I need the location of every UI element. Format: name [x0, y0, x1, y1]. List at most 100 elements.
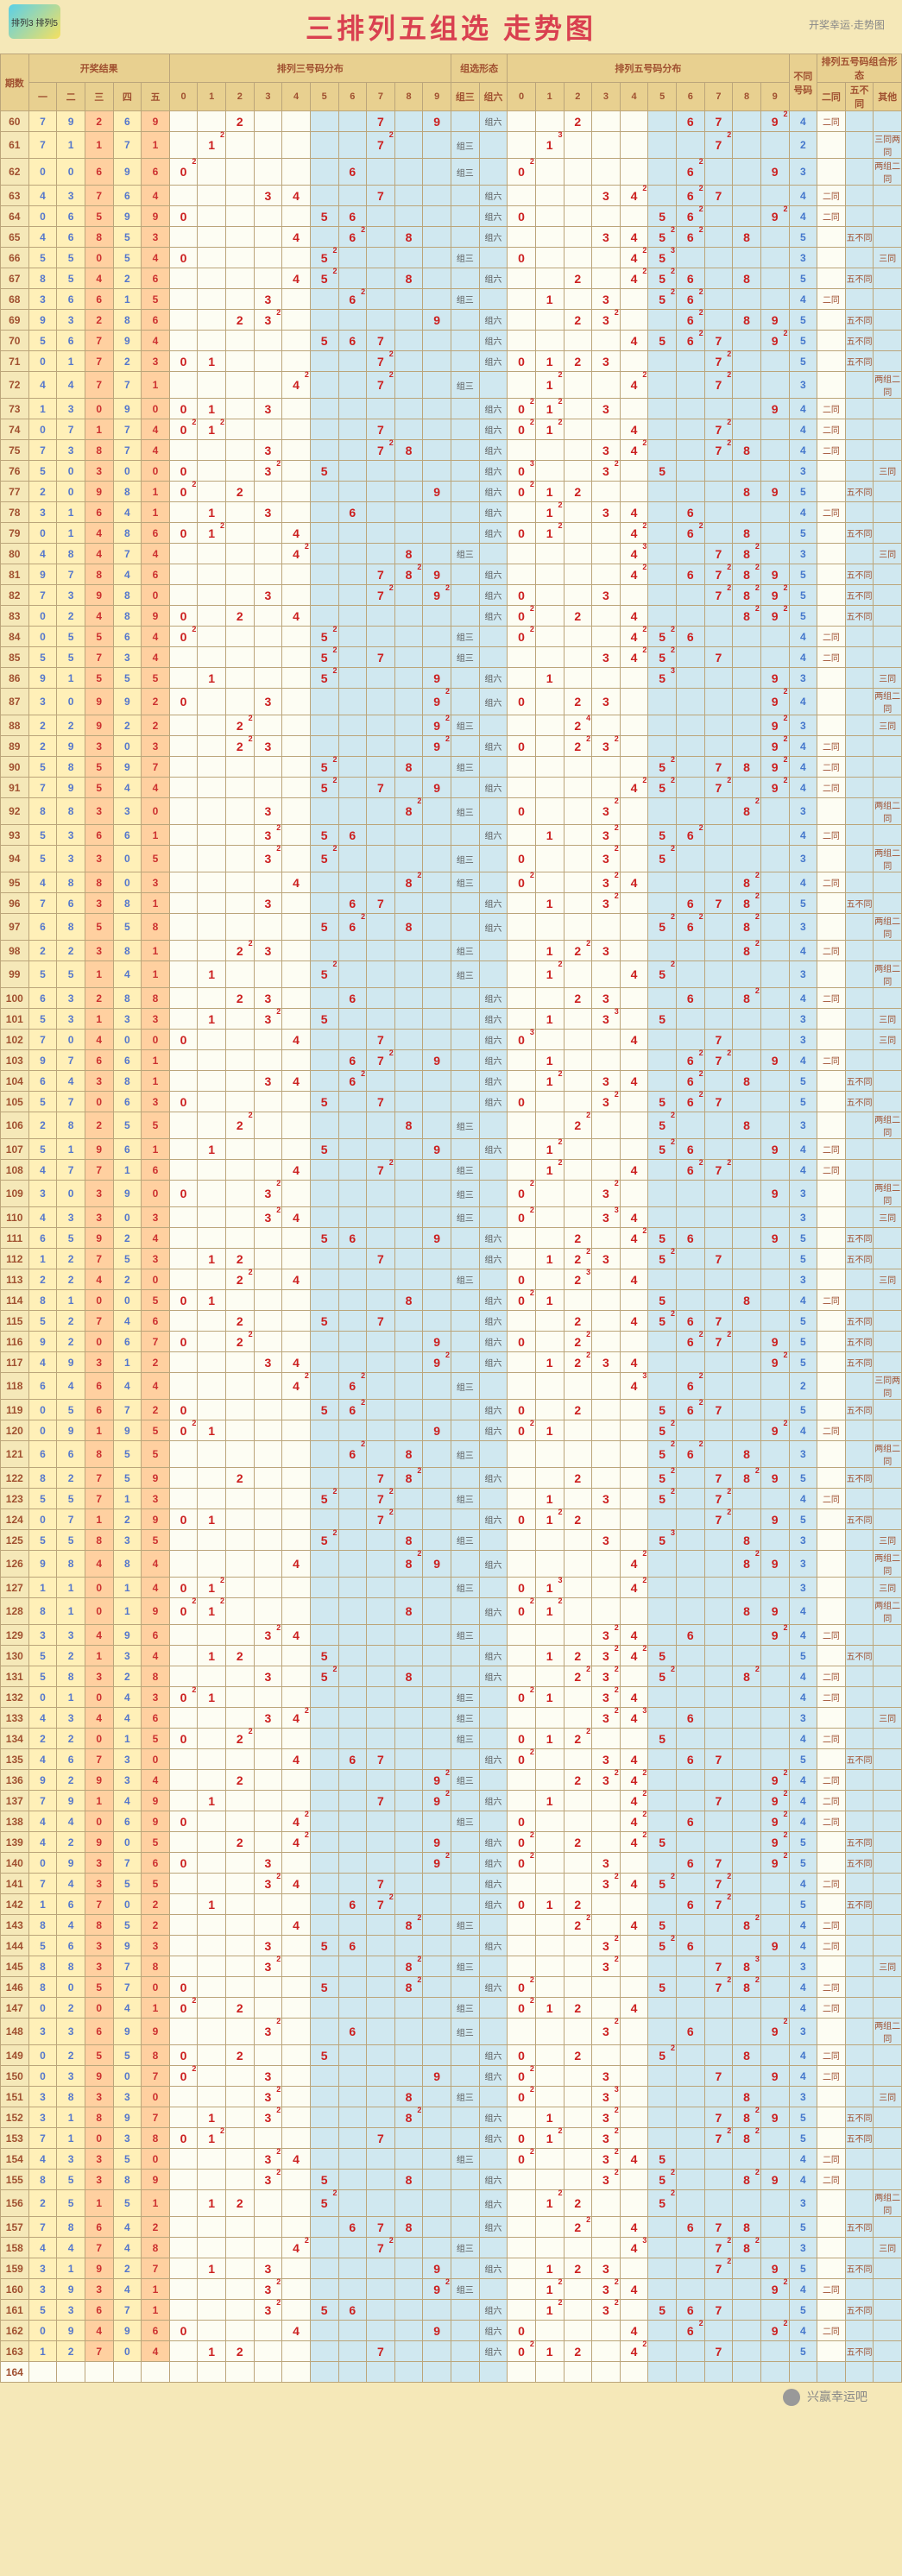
dist-cell: [226, 778, 255, 798]
distinct-count-cell: 5: [789, 482, 817, 502]
dist-cell: [733, 2149, 761, 2170]
dist-cell: [198, 2321, 226, 2341]
same-cell: 二同: [817, 206, 846, 227]
dist-cell: 83: [733, 1956, 761, 1977]
dist-cell: 52: [648, 647, 677, 668]
dist-cell: [169, 227, 198, 248]
dist-cell: [508, 1373, 536, 1400]
same-cell: [874, 482, 902, 502]
result-cell: 4: [28, 1708, 57, 1729]
empty-cell: [338, 2362, 367, 2383]
dist-cell: [310, 893, 338, 914]
same-cell: 三同: [874, 2087, 902, 2107]
dist-cell: [733, 461, 761, 482]
dist-cell: 92: [760, 1791, 789, 1811]
dist-cell: 72: [367, 372, 395, 399]
dist-cell: [704, 1352, 733, 1373]
dist-cell: [760, 914, 789, 941]
dist-cell: [394, 419, 423, 440]
same-cell: [874, 1509, 902, 1530]
result-cell: 6: [28, 1441, 57, 1468]
result-cell: 2: [113, 351, 142, 372]
dist-cell: [592, 961, 621, 988]
dist-cell: [760, 627, 789, 647]
dist-cell: [394, 2019, 423, 2045]
form-cell: 组三: [451, 798, 480, 825]
dist-cell: 32: [254, 846, 282, 872]
dist-cell: 72: [367, 351, 395, 372]
result-cell: 1: [113, 1160, 142, 1181]
form-cell: [451, 1509, 480, 1530]
result-cell: 1: [85, 1420, 113, 1441]
result-cell: 1: [142, 1050, 170, 1071]
same-cell: [845, 2238, 874, 2258]
same-cell: [874, 647, 902, 668]
dist-cell: 92: [423, 1791, 451, 1811]
dist-cell: [226, 2066, 255, 2087]
dist-cell: 7: [704, 186, 733, 206]
dist-cell: 92: [760, 2279, 789, 2300]
dist-cell: 92: [760, 1420, 789, 1441]
dist-cell: [648, 544, 677, 564]
dist-cell: [198, 331, 226, 351]
result-cell: 1: [142, 1071, 170, 1092]
result-cell: 1: [57, 2258, 85, 2279]
dist-cell: [310, 1770, 338, 1791]
dist-cell: [282, 564, 311, 585]
dist-cell: [423, 331, 451, 351]
same-cell: [817, 1530, 846, 1551]
result-cell: 1: [28, 1894, 57, 1915]
dist-cell: 0: [169, 2321, 198, 2341]
same-cell: [845, 440, 874, 461]
distinct-count-cell: 4: [789, 647, 817, 668]
dist-cell: [198, 372, 226, 399]
dist-cell: [394, 1578, 423, 1598]
dist-cell: 92: [760, 1625, 789, 1646]
result-cell: 8: [113, 523, 142, 544]
same-cell: [845, 248, 874, 268]
dist-cell: [733, 1311, 761, 1332]
result-cell: 1: [142, 1139, 170, 1160]
dist-cell: [338, 419, 367, 440]
result-cell: 1: [142, 132, 170, 159]
dist-cell: [564, 627, 592, 647]
dist-cell: [620, 941, 648, 961]
dist-cell: 02: [508, 1207, 536, 1228]
dist-cell: [508, 914, 536, 941]
dist-cell: [338, 1729, 367, 1749]
dist-cell: 4: [620, 1749, 648, 1770]
form-cell: [451, 1894, 480, 1915]
result-cell: 0: [142, 1030, 170, 1050]
dist-cell: [367, 2190, 395, 2217]
period-cell: 163: [1, 2341, 29, 2362]
dist-cell: [704, 1420, 733, 1441]
distinct-count-cell: 3: [789, 1708, 817, 1729]
result-cell: 5: [57, 1530, 85, 1551]
dist-cell: [394, 1687, 423, 1708]
period-cell: 104: [1, 1071, 29, 1092]
dist-cell: [394, 2066, 423, 2087]
dist-cell: [338, 2128, 367, 2149]
period-cell: 126: [1, 1551, 29, 1578]
dist-cell: [367, 523, 395, 544]
dist-cell: [169, 268, 198, 289]
result-cell: 6: [113, 1139, 142, 1160]
dist-cell: [198, 757, 226, 778]
dist-cell: 0: [508, 736, 536, 757]
dist-cell: [423, 1977, 451, 1998]
same-cell: [845, 647, 874, 668]
form-cell: [451, 1853, 480, 1874]
result-cell: 8: [113, 2170, 142, 2190]
same-cell: [874, 1749, 902, 1770]
table-row: 11552746257组六2452675五不同: [1, 1311, 902, 1332]
dist-cell: 82: [394, 798, 423, 825]
dist-cell: [338, 2258, 367, 2279]
dist-cell: 72: [704, 1894, 733, 1915]
table-row: 61711711272组三13722三同两同: [1, 132, 902, 159]
dist-cell: 72: [704, 1874, 733, 1894]
dist-cell: 7: [704, 2066, 733, 2087]
dist-cell: 4: [620, 1071, 648, 1092]
same-cell: [874, 825, 902, 846]
column-header: 二: [57, 83, 85, 111]
dist-cell: [310, 1791, 338, 1811]
